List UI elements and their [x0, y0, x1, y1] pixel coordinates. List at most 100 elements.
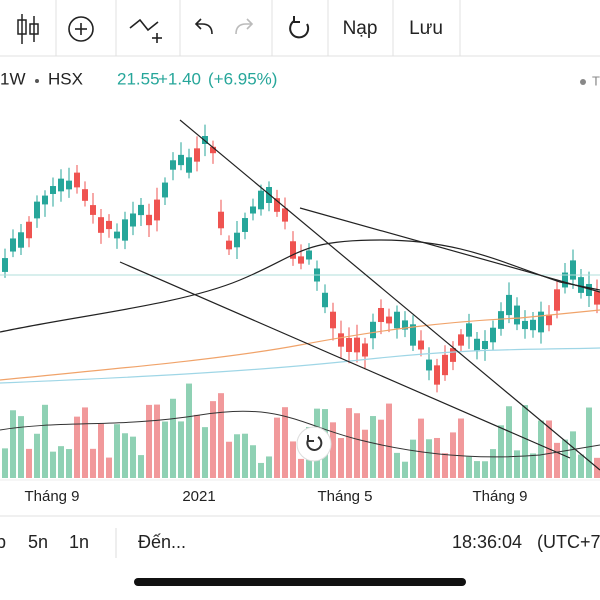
candle-body — [458, 334, 464, 346]
volume-bar — [290, 441, 296, 478]
redo-icon[interactable] — [235, 18, 254, 35]
price: 21.55 — [117, 69, 160, 88]
candle-body — [370, 321, 376, 339]
candle-body — [538, 311, 544, 333]
candle-body — [562, 272, 568, 288]
volume-bar — [522, 405, 528, 478]
reset-icon[interactable] — [289, 16, 310, 39]
exchange: HSX — [48, 69, 83, 88]
volume-bar — [194, 414, 200, 478]
volume-bar — [506, 406, 512, 478]
volume-bar — [258, 462, 264, 478]
change-percent: (+6.95%) — [208, 69, 277, 88]
volume-bar — [250, 445, 256, 478]
candle-body — [178, 154, 184, 166]
undo-icon[interactable] — [194, 18, 213, 35]
candle-body — [322, 292, 328, 308]
volume-bar — [354, 413, 360, 478]
range-button[interactable]: 5n — [28, 532, 48, 552]
candle-body — [194, 148, 200, 162]
timezone[interactable]: (UTC+7 — [537, 532, 600, 552]
add-icon[interactable] — [68, 16, 94, 42]
candle-body — [170, 160, 176, 170]
candle-body — [18, 232, 24, 248]
candle-body — [146, 214, 152, 226]
candle-body — [42, 195, 48, 205]
candle-body — [362, 343, 368, 357]
volume-bar — [66, 449, 72, 478]
trend-line[interactable] — [119, 261, 571, 459]
volume-bar — [178, 421, 184, 478]
bottom-bar: p 5n 1n Đến... 18:36:04 (UTC+7 — [0, 528, 600, 558]
candle-body — [346, 338, 352, 352]
trend-line[interactable] — [299, 207, 600, 293]
range-button[interactable]: 1n — [69, 532, 89, 552]
candle-body — [442, 354, 448, 376]
candle-body — [466, 323, 472, 337]
trend-line[interactable] — [179, 119, 600, 471]
volume-bar — [266, 456, 272, 478]
load-button[interactable]: Nạp — [343, 18, 378, 39]
volume-bar — [434, 437, 440, 478]
candle-body — [578, 277, 584, 293]
save-button[interactable]: Lưu — [409, 18, 443, 39]
goto-button[interactable]: Đến... — [138, 532, 186, 552]
candle-body — [594, 291, 600, 305]
candle-body — [530, 319, 536, 331]
x-label: 2021 — [182, 488, 215, 505]
volume-bar — [26, 448, 32, 478]
clock: 18:36:04 — [452, 532, 522, 552]
x-label: Tháng 5 — [317, 488, 372, 505]
volume-bar — [338, 438, 344, 478]
overlays — [0, 119, 600, 471]
status-dot — [580, 79, 586, 85]
volume-bar — [106, 457, 112, 478]
candle-body — [122, 219, 128, 241]
volume-ma — [0, 410, 600, 458]
volume-bar — [386, 403, 392, 478]
volume-bar — [538, 420, 544, 478]
candle-body — [354, 337, 360, 353]
volume-bar — [578, 454, 584, 478]
reset-view-button[interactable] — [296, 426, 332, 462]
volume-bar — [402, 461, 408, 478]
candle-body — [34, 201, 40, 219]
volume-bar — [162, 421, 168, 478]
volume-bar — [138, 455, 144, 478]
candle-body — [82, 189, 88, 201]
chart-area — [2, 124, 600, 478]
volume-bar — [298, 458, 304, 478]
volume-bar — [570, 431, 576, 478]
candle-body — [306, 250, 312, 260]
volume-bar — [498, 425, 504, 478]
candle-body — [402, 320, 408, 330]
separator-dot — [35, 79, 39, 83]
candle-body — [130, 213, 136, 227]
candle-body — [330, 311, 336, 329]
candle-body — [66, 180, 72, 190]
indicator-icon[interactable] — [129, 18, 162, 43]
candle-body — [154, 199, 160, 221]
volume-bar — [42, 404, 48, 478]
candle-icon[interactable] — [17, 14, 39, 44]
volume-bar — [282, 407, 288, 478]
candle-body — [394, 311, 400, 329]
candle-body — [10, 238, 16, 252]
volume-bar — [458, 418, 464, 478]
symbol-header: 1W HSX 21.55 +1.40 (+6.95%) T — [0, 69, 600, 88]
candle-body — [418, 340, 424, 350]
volume-bar — [242, 433, 248, 478]
candle-body — [114, 231, 120, 239]
ma-50 — [0, 239, 600, 333]
candle-body — [26, 221, 32, 239]
candle-body — [210, 146, 216, 154]
candle-body — [266, 187, 272, 203]
volume-bar — [58, 446, 64, 478]
range-button[interactable]: p — [0, 532, 6, 552]
candle-body — [522, 320, 528, 330]
ma-100 — [0, 309, 600, 381]
candle-body — [202, 135, 208, 145]
candle-body — [490, 327, 496, 343]
candle-body — [186, 157, 192, 173]
candle-body — [378, 307, 384, 323]
